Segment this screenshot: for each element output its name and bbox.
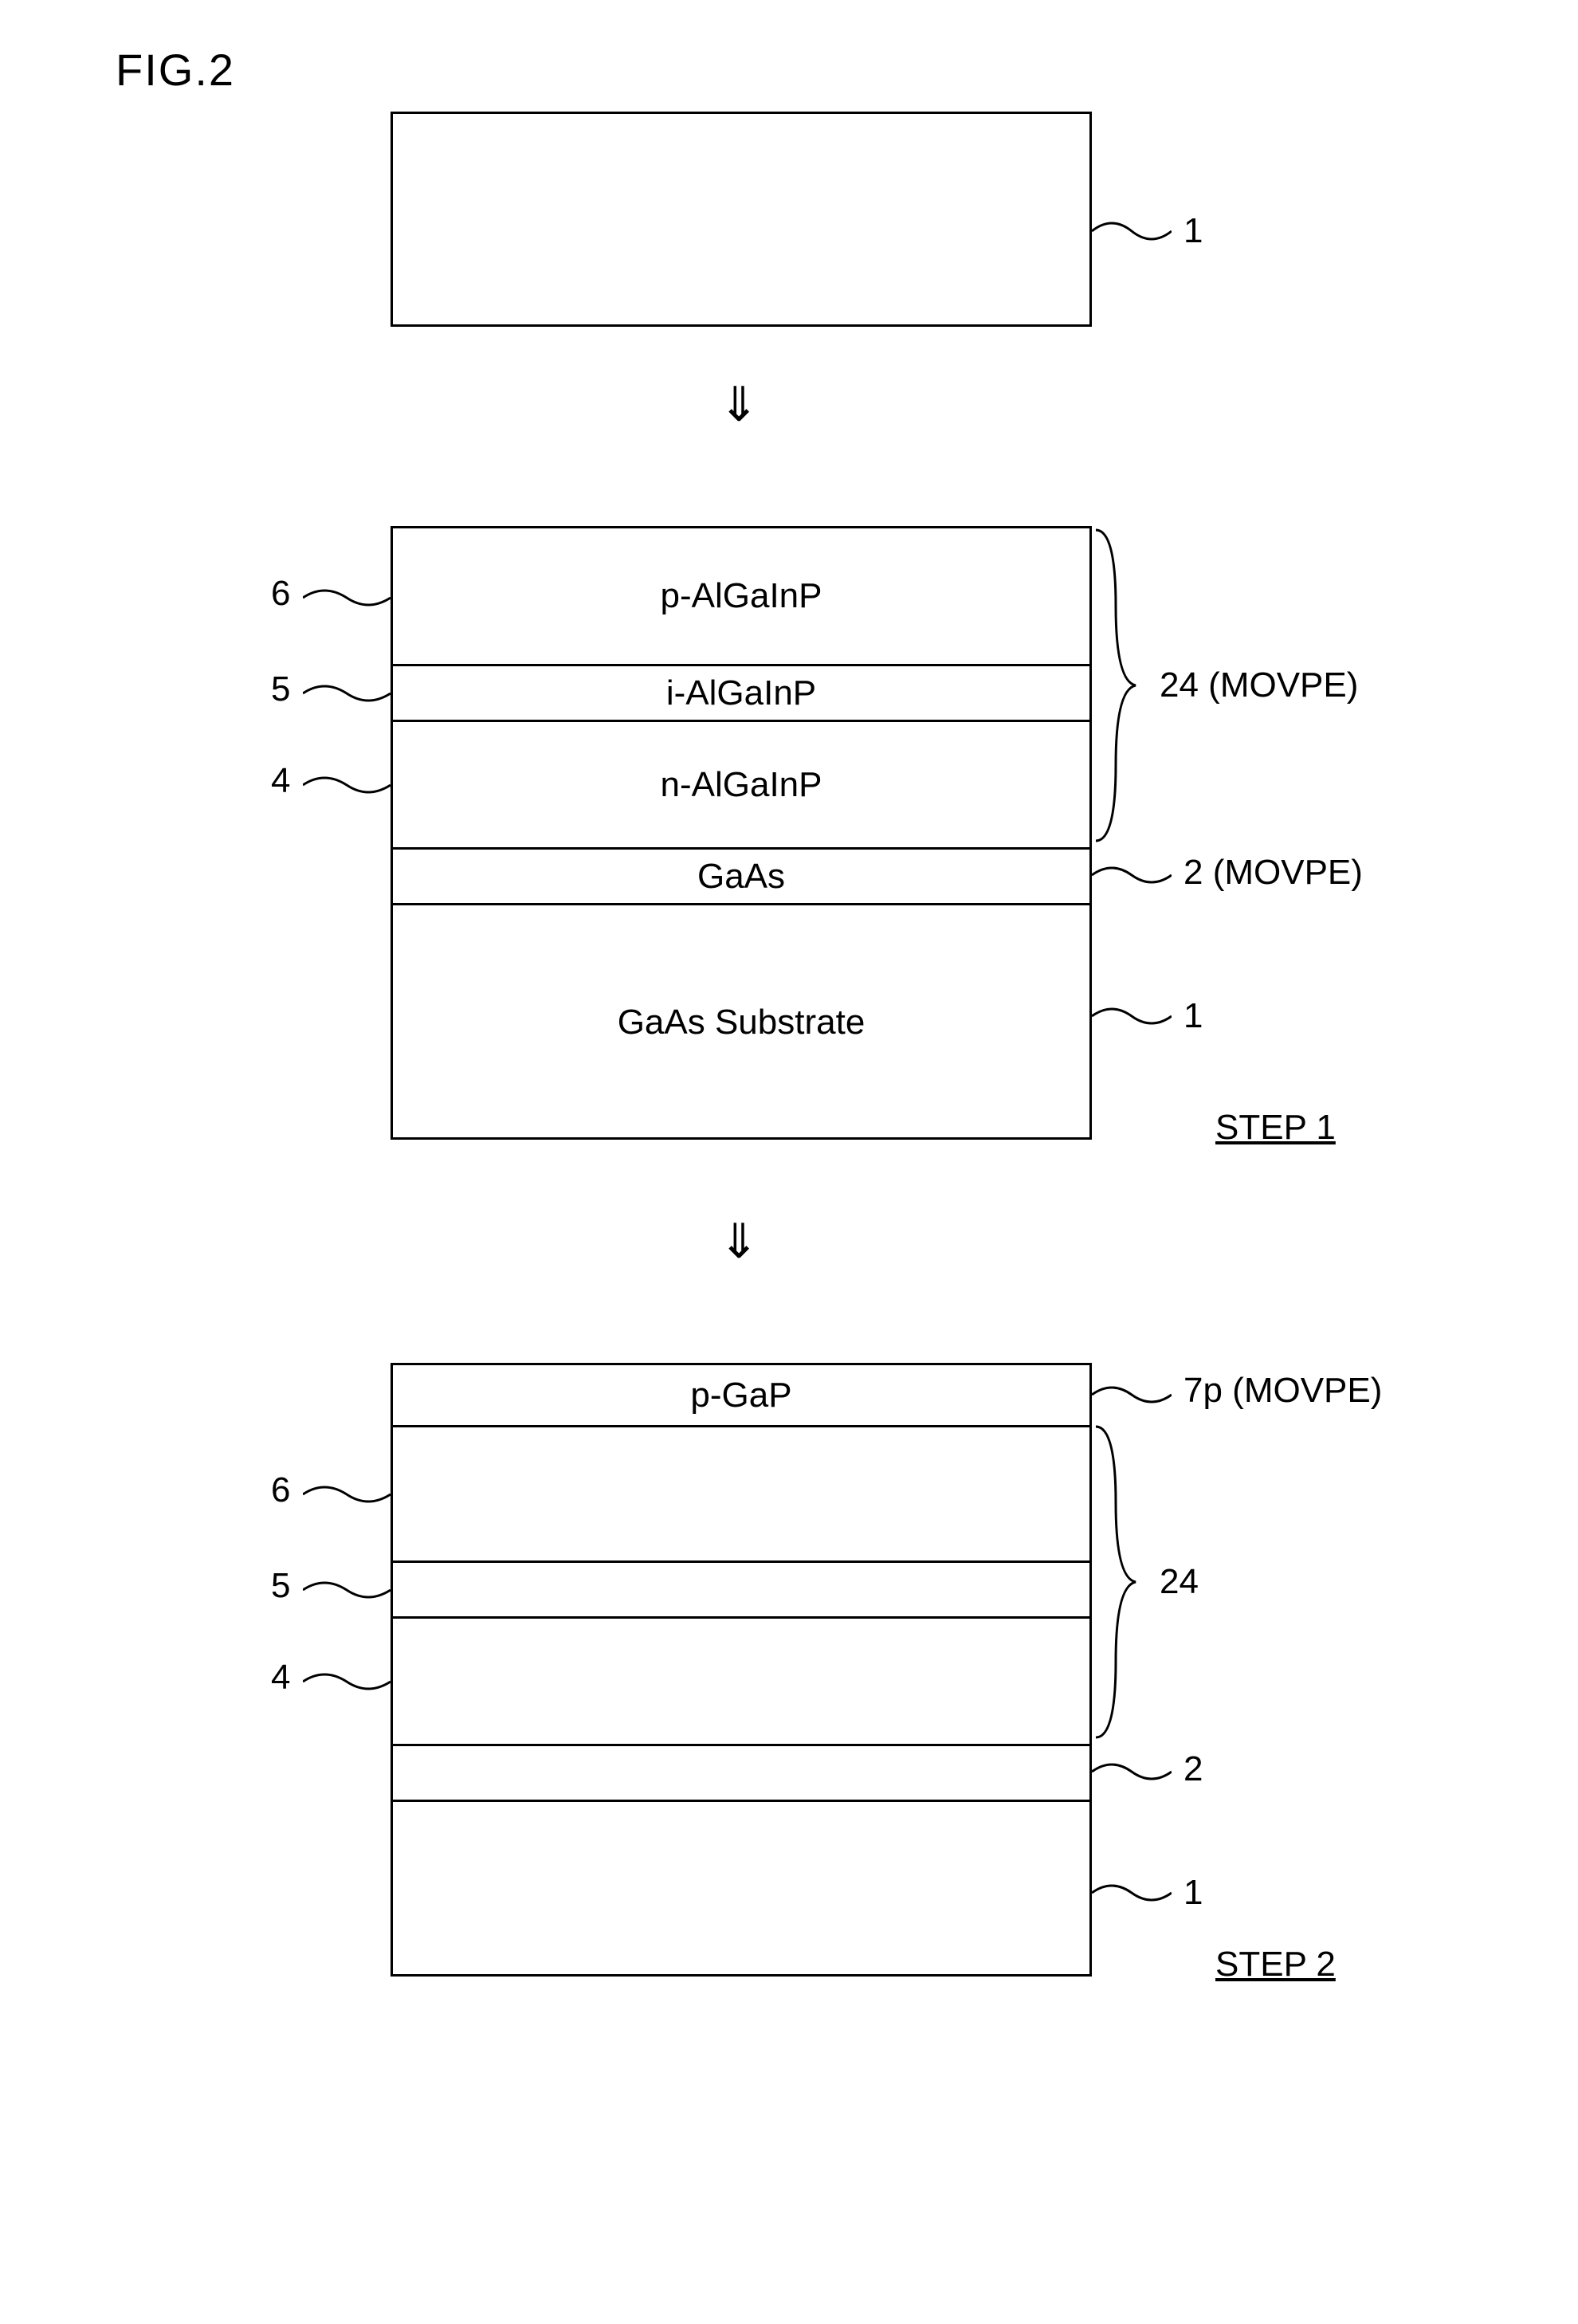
panel3-leader-7p	[1092, 1379, 1172, 1411]
panel3-leader-2	[1092, 1756, 1172, 1788]
panel3-layer-5	[393, 1560, 1089, 1616]
panel1-leader-1	[1092, 211, 1172, 251]
panel3-label-2: 2	[1184, 1749, 1203, 1789]
panel2-layer-n-algainp: n-AlGaInP	[393, 720, 1089, 847]
panel3-brace-24	[1096, 1423, 1144, 1741]
panel2-label-4: 4	[271, 761, 290, 801]
panel3-label-1: 1	[1184, 1873, 1203, 1913]
panel3-leader-6	[303, 1478, 391, 1510]
panel3-label-5: 5	[271, 1566, 290, 1606]
panel3-label-4: 4	[271, 1658, 290, 1698]
panel3-label-24: 24	[1160, 1562, 1199, 1602]
panel2-brace-24	[1096, 526, 1144, 845]
panel2-layer-p-algainp: p-AlGaInP	[393, 528, 1089, 664]
panel3-layer-6	[393, 1425, 1089, 1560]
panel2-step: STEP 1	[1215, 1108, 1336, 1148]
panel2-leader-5	[303, 677, 391, 709]
figure-label: FIG.2	[116, 44, 235, 96]
panel2-leader-2	[1092, 859, 1172, 891]
panel3-step: STEP 2	[1215, 1945, 1336, 1984]
panel3-leader-1	[1092, 1877, 1172, 1909]
arrow-1: ⇓	[719, 381, 759, 429]
panel3-label-7p: 7p (MOVPE)	[1184, 1371, 1382, 1411]
panel2-label-6: 6	[271, 574, 290, 614]
panel3-leader-4	[303, 1666, 391, 1698]
panel2-layer-substrate: GaAs Substrate	[393, 903, 1089, 1140]
panel2-label-1: 1	[1184, 996, 1203, 1036]
panel2-label-24: 24 (MOVPE)	[1160, 665, 1358, 705]
panel1-block	[391, 112, 1092, 327]
panel3-layer-1	[393, 1800, 1089, 1977]
panel2-label-2: 2 (MOVPE)	[1184, 853, 1363, 893]
arrow-2: ⇓	[719, 1218, 759, 1266]
panel3-label-6: 6	[271, 1470, 290, 1510]
panel2-label-5: 5	[271, 669, 290, 709]
panel2-leader-4	[303, 769, 391, 801]
panel1-label-1: 1	[1184, 211, 1203, 251]
panel3-layer-p-gap: p-GaP	[393, 1365, 1089, 1425]
panel2-leader-6	[303, 582, 391, 614]
panel3-block: p-GaP	[391, 1363, 1092, 1977]
panel2-block: p-AlGaInP i-AlGaInP n-AlGaInP GaAs GaAs …	[391, 526, 1092, 1140]
panel2-layer-i-algainp: i-AlGaInP	[393, 664, 1089, 720]
panel3-layer-4	[393, 1616, 1089, 1744]
panel3-layer-2	[393, 1744, 1089, 1800]
panel2-layer-gaas: GaAs	[393, 847, 1089, 903]
panel3-leader-5	[303, 1574, 391, 1606]
panel2-leader-1	[1092, 1000, 1172, 1032]
